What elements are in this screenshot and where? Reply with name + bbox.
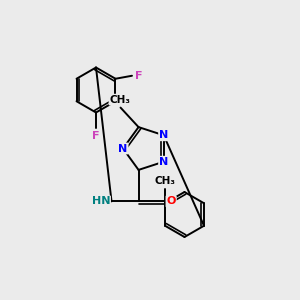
Text: N: N	[159, 130, 168, 140]
Text: N: N	[118, 143, 127, 154]
Text: CH₃: CH₃	[154, 176, 176, 186]
Text: CH₃: CH₃	[110, 94, 130, 105]
Text: HN: HN	[92, 196, 110, 206]
Text: F: F	[135, 71, 142, 81]
Text: F: F	[92, 130, 100, 140]
Text: O: O	[167, 196, 176, 206]
Text: N: N	[159, 157, 168, 167]
